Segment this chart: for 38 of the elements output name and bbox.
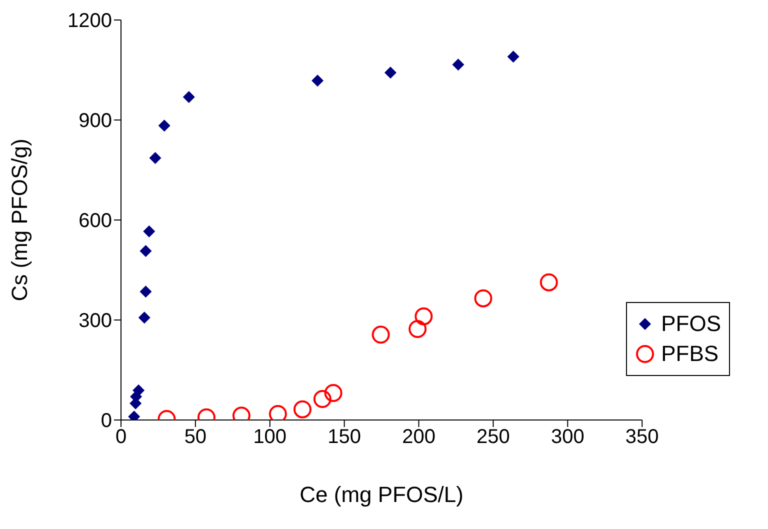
y-tick-label: 300 [78,310,112,332]
x-tick-label: 250 [476,426,510,448]
point [474,289,492,308]
point [293,400,312,418]
point [158,120,170,132]
y-tick-label: 600 [78,210,112,232]
point [268,405,287,420]
legend-label: PFBS [661,340,719,368]
point [324,384,342,402]
point [143,225,156,238]
point [414,307,433,326]
point [408,320,427,338]
point [507,50,520,63]
x-tick-label: 0 [115,426,127,448]
y-axis-title: Cs (mg PFOS/g) [6,138,32,302]
point [182,91,195,103]
point [140,245,152,257]
point [138,312,150,324]
point [149,152,162,164]
point [140,286,152,298]
x-tick-label: 350 [625,426,659,448]
point [372,326,390,344]
point [540,273,558,292]
x-axis-title: Ce (mg PFOS/L) [300,482,464,507]
x-tick-label: 200 [402,426,436,448]
point [313,390,332,408]
y-tick-label: 1200 [68,10,112,32]
x-tick-label: 50 [184,426,207,448]
point [312,74,324,87]
x-tick-label: 300 [550,426,584,448]
legend-label: PFOS [661,310,721,338]
y-tick-label: 900 [78,110,112,132]
x-tick-label: 150 [328,426,362,448]
x-tick-label: 100 [253,426,287,448]
point [384,66,396,79]
y-tick-label: 0 [100,410,112,432]
point [132,384,145,396]
point [452,58,464,71]
